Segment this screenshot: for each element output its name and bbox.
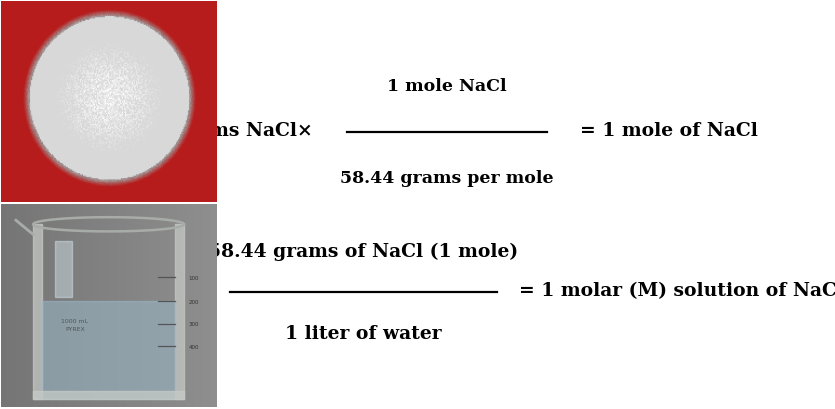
Text: = 1 molar (M) solution of NaCl: = 1 molar (M) solution of NaCl [519, 281, 835, 299]
Text: 300: 300 [188, 321, 199, 326]
Text: 100: 100 [188, 275, 199, 280]
Text: 58.44 grams of NaCl (1 mole): 58.44 grams of NaCl (1 mole) [208, 243, 519, 261]
Text: PYREX: PYREX [65, 326, 85, 331]
Text: 400: 400 [188, 344, 199, 349]
Text: 1 mole NaCl: 1 mole NaCl [387, 77, 507, 94]
Text: 58.44 grams NaCl×: 58.44 grams NaCl× [109, 122, 313, 140]
Text: 58.44 grams per mole: 58.44 grams per mole [340, 169, 554, 187]
Text: = 1 mole of NaCl: = 1 mole of NaCl [580, 122, 758, 140]
Text: 200: 200 [188, 299, 199, 304]
Text: 1 liter of water: 1 liter of water [285, 324, 442, 342]
Text: 1000 mL: 1000 mL [61, 318, 89, 323]
